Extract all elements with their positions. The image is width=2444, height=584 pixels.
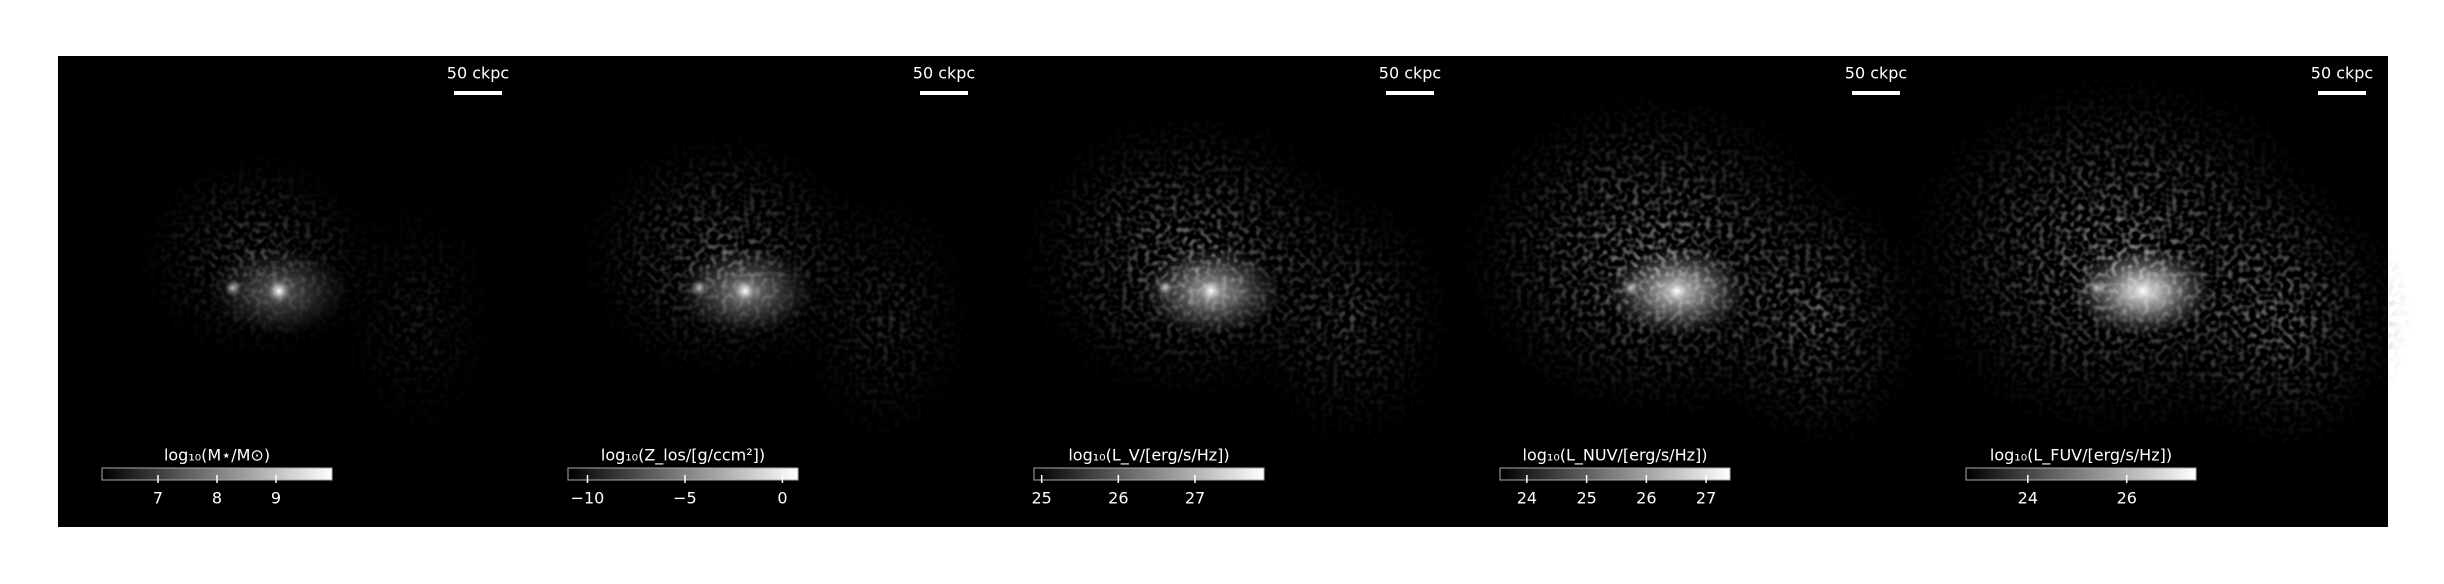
tail: [784, 176, 984, 456]
tail: [2152, 176, 2412, 456]
colorbar-tick-label: 8: [212, 489, 222, 508]
colorbar-label: log₁₀(Z_los/[g/ccm²]): [601, 446, 765, 466]
core: [733, 279, 757, 303]
panels: 50 ckpc log₁₀(M⋆/M⊙) 7 8 9 50 ckpc log₁₀(Z_los…: [101, 64, 2412, 508]
colorbar-tick-label: 25: [1576, 489, 1596, 508]
panel: 50 ckpc log₁₀(L_V/[erg/s/Hz]) 25 26 27: [1010, 64, 1460, 508]
colorbar-tick-label: 25: [1031, 489, 1051, 508]
core: [1199, 279, 1223, 303]
colorbar-label: log₁₀(M⋆/M⊙): [164, 446, 270, 465]
colorbar-label: log₁₀(L_V/[erg/s/Hz]): [1068, 446, 1229, 466]
scale-bar-label: 50 ckpc: [2311, 64, 2373, 83]
tail: [1696, 176, 1936, 456]
core: [1665, 279, 1689, 303]
scale-bar-label: 50 ckpc: [447, 64, 509, 83]
panel: 50 ckpc log₁₀(M⋆/M⊙) 7 8 9: [101, 64, 509, 508]
clump: [1156, 279, 1174, 297]
colorbar-label: log₁₀(L_NUV/[erg/s/Hz]): [1523, 446, 1708, 466]
tail: [328, 176, 508, 456]
tail: [1240, 176, 1460, 456]
colorbar-tick-label: −10: [571, 489, 605, 508]
scale-bar-label: 50 ckpc: [1379, 64, 1441, 83]
colorbar-tick-label: 26: [1108, 489, 1128, 508]
colorbar-tick-label: 7: [153, 489, 163, 508]
colorbar-tick-label: 27: [1185, 489, 1205, 508]
clump: [2088, 279, 2106, 297]
colorbar-tick-label: 27: [1696, 489, 1716, 508]
colorbar-tick-label: 0: [777, 489, 787, 508]
colorbar-tick-label: −5: [673, 489, 697, 508]
panel: 50 ckpc log₁₀(L_FUV/[erg/s/Hz]) 24 26: [1892, 64, 2412, 508]
clump: [690, 279, 708, 297]
colorbar: [567, 467, 799, 481]
colorbar-tick-label: 26: [1636, 489, 1656, 508]
colorbar-tick-label: 24: [1517, 489, 1537, 508]
core: [267, 279, 291, 303]
colorbar: [1965, 467, 2197, 481]
scale-bar-label: 50 ckpc: [1845, 64, 1907, 83]
colorbar-label: log₁₀(L_FUV/[erg/s/Hz]): [1990, 446, 2172, 466]
scale-bar-label: 50 ckpc: [913, 64, 975, 83]
colorbar: [1499, 467, 1731, 481]
colorbar-tick-label: 24: [2018, 489, 2038, 508]
colorbar: [1033, 467, 1265, 481]
panel: 50 ckpc log₁₀(Z_los/[g/ccm²]) −10 −5 0: [567, 64, 984, 508]
clump: [1622, 279, 1640, 297]
colorbar-tick-label: 9: [271, 489, 281, 508]
panel: 50 ckpc log₁₀(L_NUV/[erg/s/Hz]) 24 25 26 27: [1451, 64, 1936, 508]
clump: [224, 279, 242, 297]
colorbar-tick-label: 26: [2117, 489, 2137, 508]
core: [2131, 279, 2155, 303]
